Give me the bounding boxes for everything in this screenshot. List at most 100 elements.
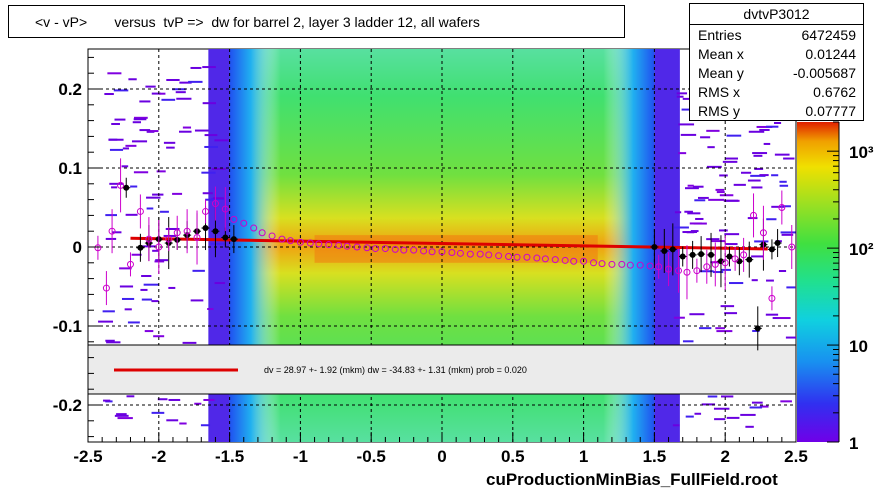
x-tick-label: -2 bbox=[151, 447, 166, 466]
magenta-point bbox=[626, 261, 634, 269]
sparse-cell bbox=[785, 336, 796, 339]
sparse-cell bbox=[146, 196, 161, 199]
sparse-cell bbox=[163, 141, 176, 144]
sparse-cell bbox=[694, 412, 702, 415]
sparse-cell bbox=[131, 253, 142, 256]
magenta-point bbox=[505, 252, 513, 260]
stats-value: 6472459 bbox=[801, 27, 856, 43]
sparse-cell bbox=[117, 417, 133, 420]
sparse-cell bbox=[714, 418, 726, 421]
x-tick-label: 0 bbox=[437, 447, 446, 466]
sparse-cell bbox=[143, 283, 160, 286]
color-bar bbox=[797, 122, 839, 442]
magenta-point bbox=[363, 244, 371, 252]
sparse-cell bbox=[182, 126, 192, 129]
sparse-cell bbox=[102, 310, 115, 313]
sparse-cell bbox=[200, 424, 211, 427]
sparse-cell bbox=[706, 165, 722, 168]
y-tick-label: -0.2 bbox=[53, 396, 82, 415]
sparse-cell bbox=[754, 167, 764, 170]
black-point bbox=[137, 244, 144, 251]
sparse-cell bbox=[713, 407, 730, 410]
magenta-point bbox=[381, 245, 389, 253]
magenta-point bbox=[778, 204, 786, 211]
magenta-point bbox=[353, 243, 361, 251]
stats-row-rms-y: RMS y 0.07777 bbox=[698, 102, 856, 121]
black-point bbox=[754, 325, 761, 332]
sparse-cell bbox=[680, 133, 697, 136]
sparse-cell bbox=[779, 180, 787, 183]
profile-magenta-series bbox=[94, 158, 796, 311]
stats-label: Entries bbox=[698, 27, 742, 43]
magenta-point bbox=[240, 219, 248, 227]
magenta-point bbox=[145, 235, 153, 243]
sparse-cell bbox=[126, 395, 135, 398]
sparse-cell bbox=[708, 198, 725, 201]
sparse-cell bbox=[673, 226, 689, 229]
sparse-cell bbox=[771, 174, 779, 177]
sparse-cell bbox=[676, 92, 688, 95]
sparse-cell bbox=[726, 416, 740, 419]
sparse-cell bbox=[756, 125, 773, 128]
sparse-cell bbox=[105, 214, 117, 217]
sparse-cell bbox=[685, 415, 694, 418]
sparse-cell bbox=[733, 183, 746, 186]
sparse-cell bbox=[724, 243, 738, 246]
sparse-cell bbox=[111, 186, 118, 189]
sparse-cell bbox=[121, 165, 129, 168]
sparse-cell bbox=[155, 259, 169, 262]
sparse-cell bbox=[214, 139, 229, 142]
black-point bbox=[698, 251, 705, 258]
axes: -2.5 -2 -1.5 -1 -0.5 0 0.5 1 1.5 2 2.5 0.2 0.1 0 -0.1 -… bbox=[53, 56, 808, 466]
magenta-point bbox=[438, 248, 446, 256]
grid-lines bbox=[88, 49, 796, 442]
sparse-cell bbox=[748, 130, 765, 133]
sparse-cell bbox=[765, 313, 779, 316]
sparse-cell bbox=[205, 198, 216, 201]
sparse-cell bbox=[179, 81, 192, 84]
magenta-point bbox=[655, 263, 663, 271]
magenta-point bbox=[541, 255, 549, 263]
sparse-cell bbox=[151, 92, 161, 95]
magenta-point bbox=[636, 261, 644, 269]
magenta-point bbox=[202, 207, 210, 215]
sparse-cell bbox=[707, 395, 718, 398]
sparse-cell bbox=[674, 211, 682, 214]
band-hot-core bbox=[314, 235, 598, 263]
sparse-cell bbox=[112, 231, 122, 234]
sparse-cell bbox=[131, 140, 148, 143]
sparse-cell bbox=[113, 89, 129, 92]
sparse-cell bbox=[684, 210, 693, 213]
sparse-cell bbox=[166, 78, 180, 81]
stats-histogram-name: dvtvP3012 bbox=[690, 4, 863, 25]
sparse-cell bbox=[166, 419, 179, 422]
stats-row-mean-x: Mean x 0.01244 bbox=[698, 45, 856, 64]
sparse-cell bbox=[154, 260, 165, 263]
magenta-point bbox=[561, 256, 569, 264]
sparse-cell bbox=[214, 282, 226, 285]
sparse-cell bbox=[700, 136, 711, 139]
magenta-point bbox=[102, 284, 110, 292]
sparse-cell bbox=[776, 317, 791, 320]
sparse-cell bbox=[672, 424, 680, 427]
sparse-cell bbox=[751, 186, 763, 189]
sparse-cell bbox=[726, 134, 742, 137]
black-point bbox=[768, 246, 775, 253]
magenta-point bbox=[485, 251, 493, 259]
magenta-point bbox=[608, 260, 616, 268]
sparse-cell bbox=[751, 279, 758, 282]
sparse-cell bbox=[107, 72, 122, 75]
magenta-point bbox=[646, 262, 654, 270]
sparse-cell bbox=[146, 207, 154, 210]
sparse-cell bbox=[773, 121, 782, 124]
sparse-cell bbox=[752, 329, 760, 332]
sparse-cell bbox=[720, 268, 731, 271]
magenta-point bbox=[759, 229, 767, 237]
sparse-cell bbox=[719, 174, 728, 177]
sparse-cell bbox=[779, 184, 789, 187]
magenta-point bbox=[286, 237, 294, 245]
magenta-point bbox=[768, 294, 776, 302]
sparse-cell bbox=[141, 298, 153, 301]
sparse-cell bbox=[710, 240, 726, 243]
color-bar-tick-label: 10² bbox=[849, 240, 874, 259]
